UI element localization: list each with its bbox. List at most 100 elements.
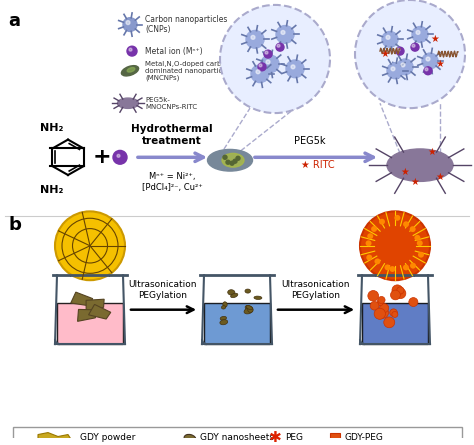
Circle shape (410, 263, 416, 269)
Polygon shape (86, 299, 104, 312)
Circle shape (236, 156, 240, 160)
Text: Metal,N,O-doped carbon-
dominated nanoparticles
(MNCNPs): Metal,N,O-doped carbon- dominated nanopa… (145, 61, 233, 81)
Circle shape (403, 221, 409, 227)
Text: Hydrothermal
treatment: Hydrothermal treatment (131, 124, 213, 146)
Ellipse shape (121, 66, 138, 76)
Circle shape (386, 36, 390, 39)
Polygon shape (71, 292, 93, 306)
Polygon shape (78, 309, 97, 321)
Circle shape (410, 226, 416, 232)
Ellipse shape (127, 68, 135, 72)
Circle shape (401, 63, 405, 67)
Ellipse shape (228, 290, 235, 295)
Polygon shape (38, 433, 73, 445)
Text: +: + (93, 147, 111, 167)
Text: ★: ★ (401, 167, 410, 177)
Circle shape (422, 53, 438, 69)
Circle shape (377, 299, 383, 306)
Circle shape (129, 48, 132, 51)
Ellipse shape (222, 154, 244, 167)
Circle shape (230, 161, 234, 165)
Circle shape (371, 226, 377, 232)
Ellipse shape (220, 316, 227, 320)
Ellipse shape (231, 293, 238, 298)
Circle shape (391, 290, 401, 300)
Circle shape (414, 235, 420, 241)
Circle shape (409, 298, 418, 307)
Circle shape (378, 296, 385, 303)
FancyBboxPatch shape (362, 303, 428, 344)
Text: Ultrasonication
PEGylation: Ultrasonication PEGylation (129, 280, 197, 300)
Text: ★: ★ (428, 147, 437, 158)
Circle shape (374, 259, 381, 264)
Circle shape (246, 30, 264, 48)
FancyBboxPatch shape (204, 303, 270, 344)
Circle shape (395, 288, 406, 299)
Circle shape (377, 307, 389, 318)
Circle shape (384, 317, 395, 328)
Circle shape (412, 27, 428, 42)
Circle shape (360, 211, 430, 280)
Ellipse shape (220, 320, 228, 325)
Circle shape (276, 43, 284, 51)
Text: ★: ★ (436, 59, 444, 69)
Circle shape (416, 30, 420, 34)
Text: Mⁿ⁺ = Ni²⁺,
[PdCl₄]²⁻, Cu²⁺: Mⁿ⁺ = Ni²⁺, [PdCl₄]²⁻, Cu²⁺ (142, 172, 202, 192)
Text: NH₂: NH₂ (40, 123, 64, 133)
Circle shape (258, 63, 266, 71)
Circle shape (256, 70, 260, 74)
Circle shape (286, 60, 304, 78)
FancyBboxPatch shape (330, 433, 340, 442)
Text: GDY-PEG: GDY-PEG (345, 433, 384, 442)
Ellipse shape (248, 307, 253, 312)
Polygon shape (89, 304, 111, 319)
Circle shape (411, 43, 419, 51)
Text: a: a (8, 12, 20, 30)
Ellipse shape (244, 308, 253, 314)
Text: Ultrasonication
PEGylation: Ultrasonication PEGylation (282, 280, 350, 300)
Circle shape (412, 44, 415, 47)
Circle shape (367, 233, 373, 239)
Text: Carbon nanoparticles
(CNPs): Carbon nanoparticles (CNPs) (145, 15, 228, 34)
Circle shape (226, 160, 230, 164)
Circle shape (379, 219, 385, 225)
Circle shape (426, 57, 430, 61)
Circle shape (387, 63, 403, 79)
Text: ★: ★ (436, 172, 444, 182)
Circle shape (126, 20, 130, 24)
Ellipse shape (208, 150, 253, 171)
Circle shape (389, 266, 395, 272)
Text: Metal ion (Mⁿ⁺): Metal ion (Mⁿ⁺) (145, 47, 202, 56)
Circle shape (394, 215, 401, 221)
Circle shape (123, 18, 137, 32)
Text: ★: ★ (381, 49, 389, 59)
Circle shape (397, 59, 413, 75)
Ellipse shape (246, 306, 253, 310)
Circle shape (281, 30, 285, 34)
Circle shape (261, 55, 279, 73)
Circle shape (374, 308, 385, 320)
Circle shape (259, 64, 262, 67)
Text: ★: ★ (430, 34, 439, 44)
Circle shape (291, 65, 295, 69)
Text: PEG: PEG (285, 433, 303, 442)
Ellipse shape (387, 149, 453, 182)
Circle shape (117, 154, 120, 157)
Circle shape (396, 47, 404, 55)
Circle shape (424, 67, 432, 75)
FancyBboxPatch shape (13, 427, 462, 445)
Text: b: b (8, 216, 21, 234)
Circle shape (392, 312, 398, 317)
Text: ★ RITC: ★ RITC (301, 160, 335, 170)
Ellipse shape (221, 306, 226, 309)
Circle shape (251, 65, 269, 83)
Circle shape (368, 291, 379, 301)
Circle shape (380, 303, 389, 312)
Ellipse shape (184, 434, 196, 443)
Circle shape (397, 287, 404, 294)
Ellipse shape (245, 305, 253, 311)
Circle shape (251, 36, 255, 39)
Circle shape (223, 155, 227, 159)
Circle shape (365, 240, 372, 246)
Circle shape (127, 46, 137, 56)
